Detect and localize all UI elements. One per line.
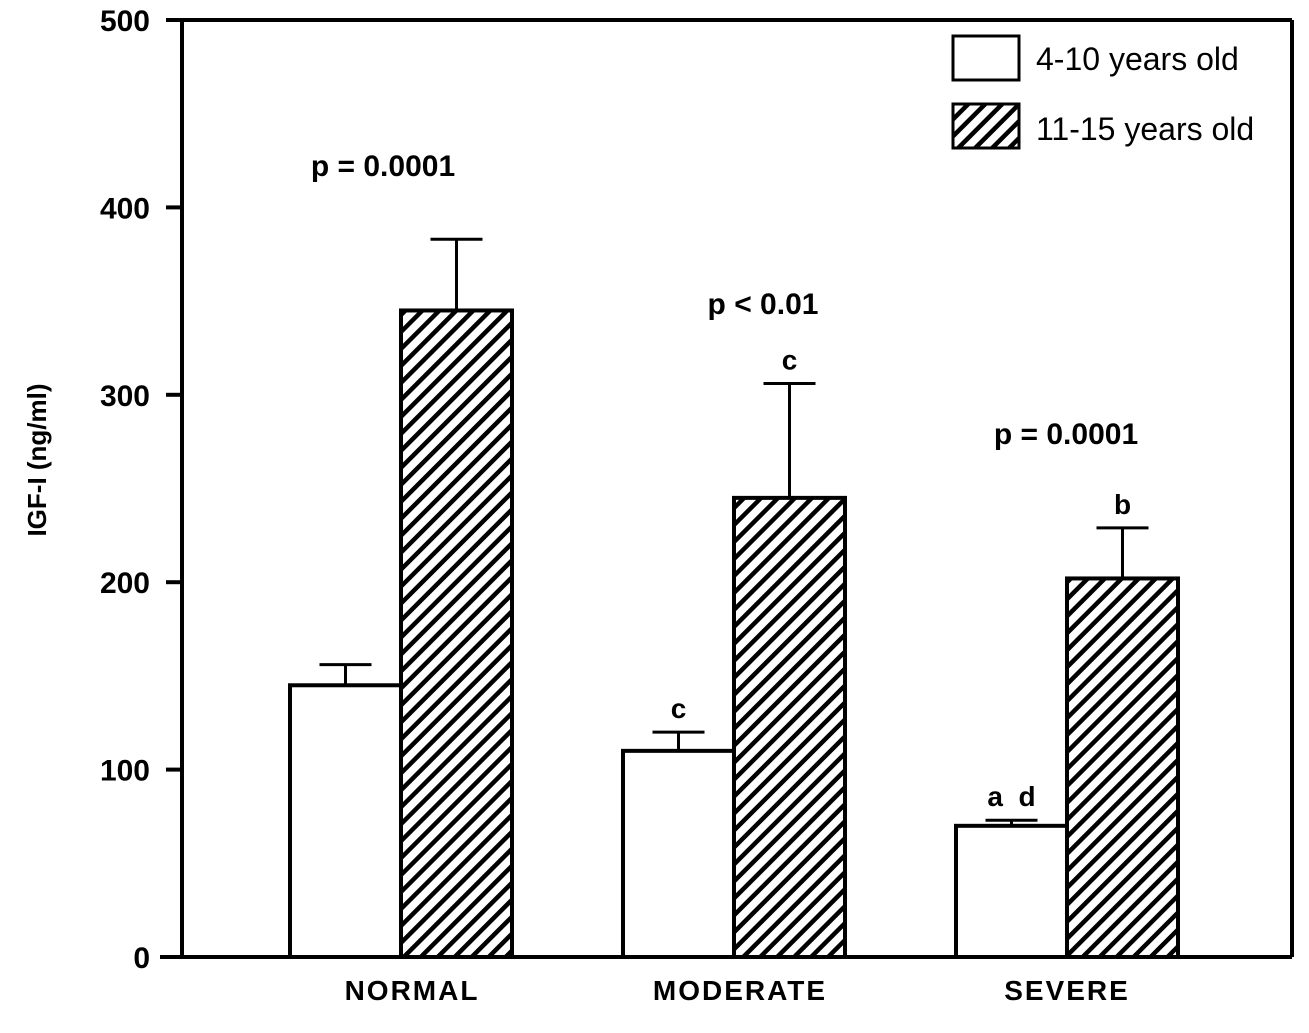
bar-normal-series-2 — [399, 308, 514, 960]
y-axis-label: IGF-I (ng/ml) — [22, 383, 52, 536]
x-tick-label: NORMAL — [345, 975, 480, 1006]
bar-severe-series-1 — [954, 823, 1069, 959]
legend-swatch-hatched — [951, 102, 1021, 150]
p-value-annotation: p = 0.0001 — [994, 418, 1138, 451]
bar-significance-letter: c — [782, 345, 798, 376]
bar-significance-letter: a d — [987, 781, 1035, 812]
p-value-annotation: p = 0.0001 — [311, 150, 455, 183]
legend-label-1: 4-10 years old — [1036, 41, 1239, 77]
y-tick-label: 0 — [133, 942, 150, 975]
category-labels: NORMAL MODERATE SEVERE — [345, 975, 1130, 1006]
annotations: p = 0.0001 p < 0.01 p = 0.0001 — [311, 150, 1138, 451]
bar-moderate-series-1 — [621, 748, 736, 959]
p-value-annotation: p < 0.01 — [708, 288, 819, 321]
bar-moderate-series-2 — [732, 495, 847, 959]
bar-normal-series-1 — [288, 683, 403, 960]
legend-swatch-open — [951, 34, 1021, 82]
y-tick-label: 500 — [100, 5, 150, 38]
y-tick-label: 400 — [100, 192, 150, 225]
bar-significance-letter: b — [1114, 489, 1131, 520]
y-ticks: 0 100 200 300 400 500 — [100, 5, 182, 975]
bars: c c a d b — [288, 237, 1180, 960]
x-tick-label: MODERATE — [653, 975, 827, 1006]
y-tick-label: 200 — [100, 567, 150, 600]
y-tick-label: 300 — [100, 380, 150, 413]
x-tick-label: SEVERE — [1004, 975, 1130, 1006]
y-tick-label: 100 — [100, 755, 150, 788]
legend: 4-10 years old 11-15 years old — [951, 34, 1254, 150]
bar-significance-letter: c — [671, 693, 687, 724]
bar-severe-series-2 — [1065, 576, 1180, 960]
legend-label-2: 11-15 years old — [1036, 111, 1254, 147]
